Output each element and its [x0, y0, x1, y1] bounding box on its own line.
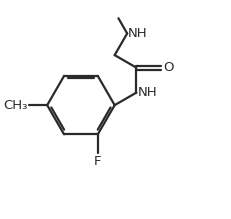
Text: NH: NH [137, 86, 157, 99]
Text: F: F [94, 155, 102, 168]
Text: NH: NH [128, 27, 147, 40]
Text: CH₃: CH₃ [3, 99, 28, 112]
Text: O: O [163, 61, 174, 74]
